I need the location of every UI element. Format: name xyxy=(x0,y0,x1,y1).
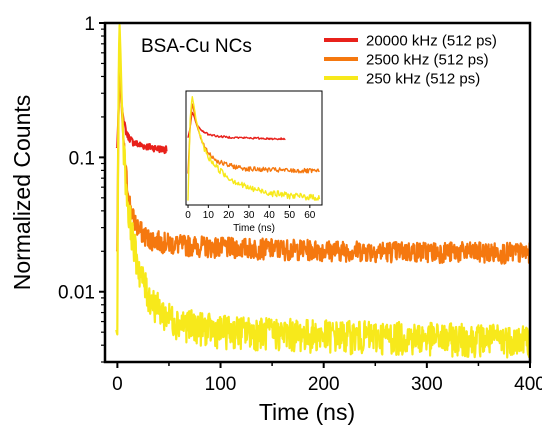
inset-x-axis-label: Time (ns) xyxy=(233,223,275,234)
plot-frame xyxy=(103,21,532,364)
x-tick-label: 100 xyxy=(205,374,237,395)
y-tick-label: 1 xyxy=(84,14,95,35)
y-axis-label: Normalized Counts xyxy=(9,95,35,291)
inset-x-tick-label: 60 xyxy=(304,210,316,221)
250-khz-series-line xyxy=(115,24,530,359)
inset-x-tick-label: 20 xyxy=(223,210,235,221)
inset-x-tick-label: 30 xyxy=(243,210,255,221)
2500-khz-series-line xyxy=(115,46,530,265)
inset-background xyxy=(186,91,322,205)
y-tick-label: 0.1 xyxy=(69,148,95,169)
inset-250-khz-series-line xyxy=(187,95,321,201)
inset-x-tick-label: 0 xyxy=(185,210,191,221)
legend-label: 250 kHz (512 ps) xyxy=(366,71,480,88)
inset-series-group xyxy=(187,95,321,201)
20000-khz-series-line xyxy=(115,69,168,155)
x-tick-label: 0 xyxy=(112,374,123,395)
inset-x-tick-label: 10 xyxy=(203,210,215,221)
inset-x-tick-label: 50 xyxy=(284,210,296,221)
legend-label: 20000 kHz (512 ps) xyxy=(366,33,497,50)
inset-x-tick-label: 40 xyxy=(264,210,276,221)
inset-20000-khz-series-line xyxy=(187,111,286,141)
legend: 20000 kHz (512 ps) 2500 kHz (512 ps) 250 k… xyxy=(324,33,497,88)
x-tick-label: 300 xyxy=(411,374,443,395)
legend-label: 2500 kHz (512 ps) xyxy=(366,52,489,69)
sample-annotation: BSA-Cu NCs xyxy=(141,36,252,57)
inset-frame xyxy=(185,90,323,206)
x-axis-label: Time (ns) xyxy=(259,399,355,425)
x-tick-label: 400 xyxy=(514,374,542,395)
inset-chart: 0 10 20 30 40 50 60 Time (ns) xyxy=(185,90,323,234)
main-series-group xyxy=(115,24,530,359)
y-tick-label: 0.01 xyxy=(58,283,95,304)
x-tick-label: 200 xyxy=(308,374,340,395)
inset-2500-khz-series-line xyxy=(187,103,320,174)
inset-axes: 0 10 20 30 40 50 60 xyxy=(185,205,316,221)
